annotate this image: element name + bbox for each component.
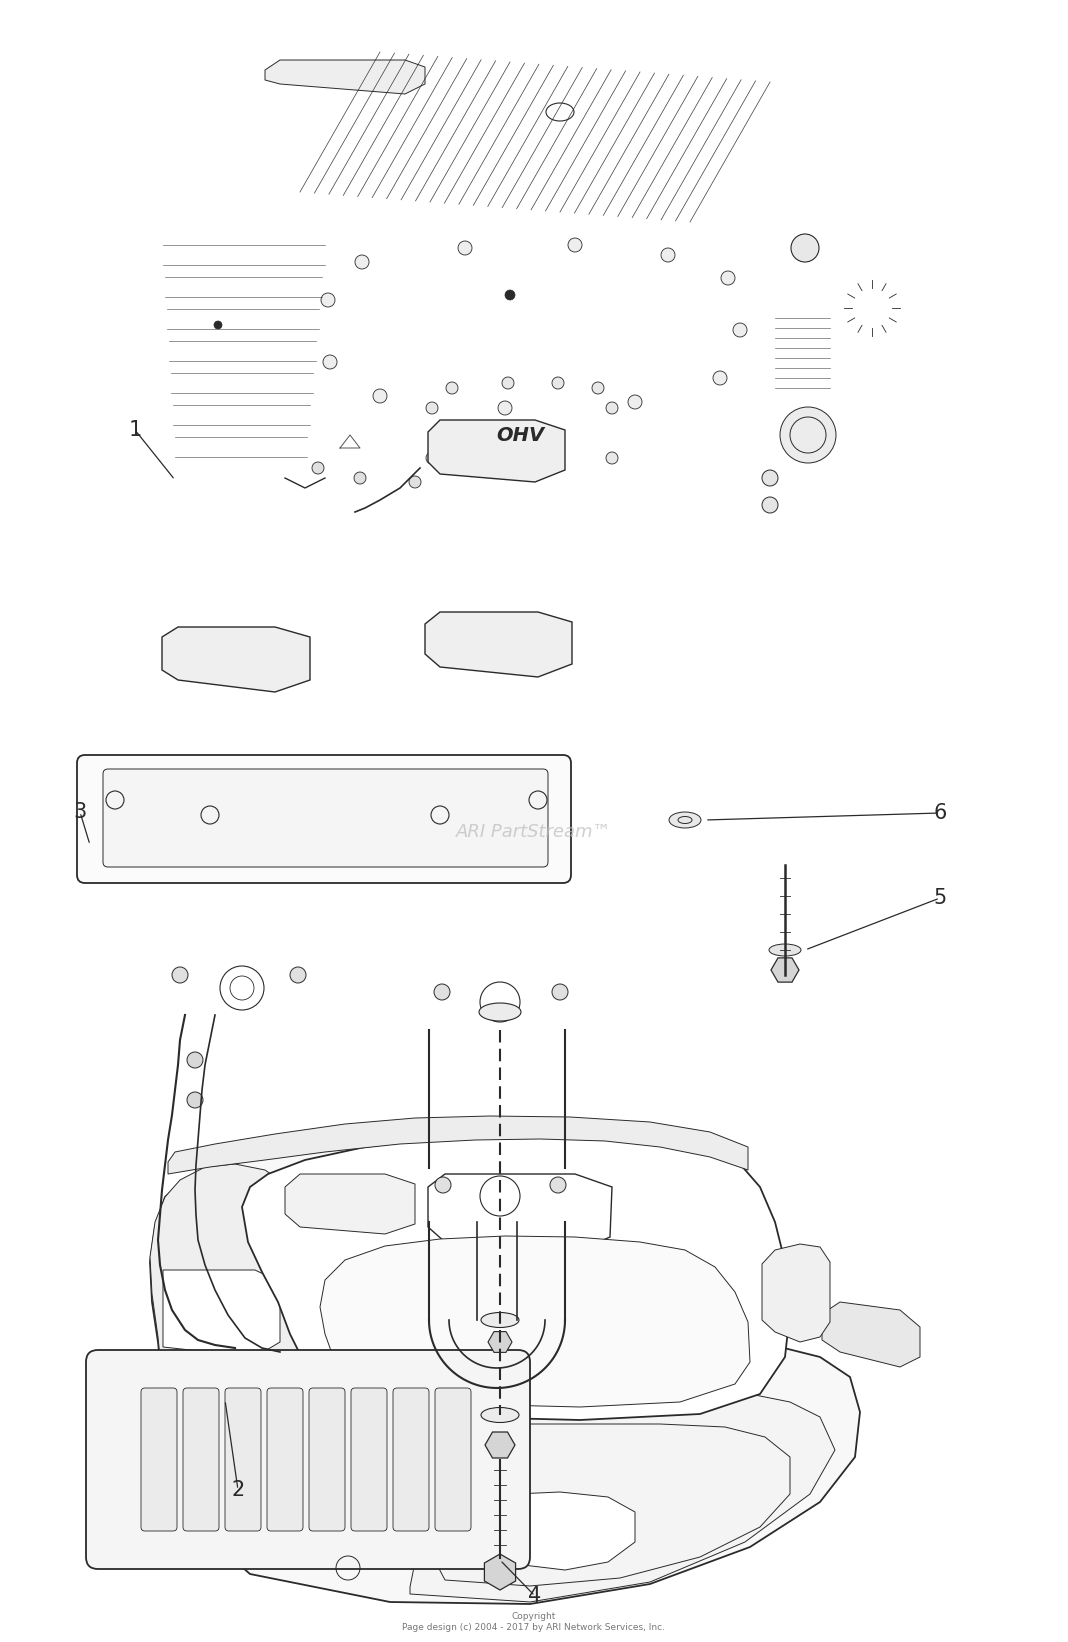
- Ellipse shape: [769, 944, 801, 956]
- Polygon shape: [771, 957, 799, 982]
- Polygon shape: [485, 1432, 515, 1458]
- Circle shape: [323, 355, 337, 369]
- Polygon shape: [242, 1136, 790, 1420]
- Circle shape: [435, 1177, 451, 1194]
- Text: ARI PartStream™: ARI PartStream™: [456, 823, 612, 841]
- Circle shape: [780, 407, 836, 463]
- Polygon shape: [163, 1269, 280, 1356]
- FancyBboxPatch shape: [267, 1387, 303, 1530]
- Circle shape: [458, 241, 472, 255]
- Circle shape: [661, 248, 675, 263]
- Circle shape: [761, 498, 778, 512]
- Polygon shape: [320, 1236, 750, 1407]
- Circle shape: [791, 235, 819, 263]
- Polygon shape: [150, 1164, 337, 1432]
- Circle shape: [628, 396, 642, 409]
- Circle shape: [505, 291, 515, 300]
- Circle shape: [409, 476, 421, 488]
- Circle shape: [552, 984, 568, 1000]
- FancyBboxPatch shape: [141, 1387, 177, 1530]
- Polygon shape: [150, 1136, 860, 1604]
- FancyBboxPatch shape: [225, 1387, 261, 1530]
- Circle shape: [446, 383, 458, 394]
- Circle shape: [426, 452, 438, 465]
- Polygon shape: [168, 1117, 748, 1174]
- Polygon shape: [485, 1553, 516, 1589]
- Circle shape: [568, 238, 582, 251]
- Ellipse shape: [481, 1312, 519, 1327]
- FancyBboxPatch shape: [103, 768, 548, 867]
- Circle shape: [290, 967, 307, 984]
- Text: 4: 4: [529, 1586, 541, 1606]
- Text: Copyright
Page design (c) 2004 - 2017 by ARI Network Services, Inc.: Copyright Page design (c) 2004 - 2017 by…: [403, 1612, 665, 1632]
- Text: OHV: OHV: [496, 425, 544, 445]
- Text: 5: 5: [933, 888, 946, 908]
- Text: 1: 1: [128, 420, 142, 440]
- Polygon shape: [295, 1391, 835, 1603]
- Circle shape: [713, 371, 727, 384]
- Polygon shape: [162, 627, 310, 691]
- Circle shape: [733, 323, 747, 337]
- FancyBboxPatch shape: [351, 1387, 387, 1530]
- Circle shape: [606, 452, 618, 465]
- Circle shape: [187, 1092, 203, 1108]
- Polygon shape: [285, 1174, 415, 1235]
- Circle shape: [373, 389, 387, 402]
- Polygon shape: [488, 1332, 512, 1353]
- Circle shape: [312, 461, 324, 475]
- Circle shape: [721, 271, 735, 286]
- Polygon shape: [428, 420, 565, 483]
- Polygon shape: [822, 1302, 920, 1368]
- FancyBboxPatch shape: [435, 1387, 471, 1530]
- Circle shape: [498, 401, 512, 415]
- Text: 2: 2: [232, 1479, 245, 1501]
- Circle shape: [502, 378, 514, 389]
- FancyBboxPatch shape: [87, 1350, 530, 1570]
- Text: 6: 6: [933, 803, 946, 823]
- Circle shape: [214, 320, 222, 328]
- Polygon shape: [488, 1493, 635, 1570]
- Polygon shape: [428, 1174, 612, 1251]
- Ellipse shape: [669, 813, 701, 828]
- Circle shape: [355, 255, 370, 269]
- Ellipse shape: [481, 1407, 519, 1422]
- Circle shape: [187, 1053, 203, 1067]
- FancyBboxPatch shape: [183, 1387, 219, 1530]
- Circle shape: [592, 383, 604, 394]
- FancyBboxPatch shape: [309, 1387, 345, 1530]
- FancyBboxPatch shape: [393, 1387, 429, 1530]
- Polygon shape: [265, 61, 425, 94]
- Circle shape: [761, 470, 778, 486]
- Circle shape: [426, 402, 438, 414]
- FancyBboxPatch shape: [77, 755, 571, 883]
- Polygon shape: [761, 1245, 830, 1342]
- Circle shape: [552, 378, 564, 389]
- Text: 3: 3: [74, 801, 87, 823]
- Circle shape: [172, 967, 188, 984]
- Circle shape: [550, 1177, 566, 1194]
- Circle shape: [606, 402, 618, 414]
- Circle shape: [434, 984, 450, 1000]
- Polygon shape: [425, 612, 572, 677]
- Circle shape: [354, 471, 366, 484]
- Circle shape: [321, 292, 335, 307]
- Ellipse shape: [480, 1003, 521, 1021]
